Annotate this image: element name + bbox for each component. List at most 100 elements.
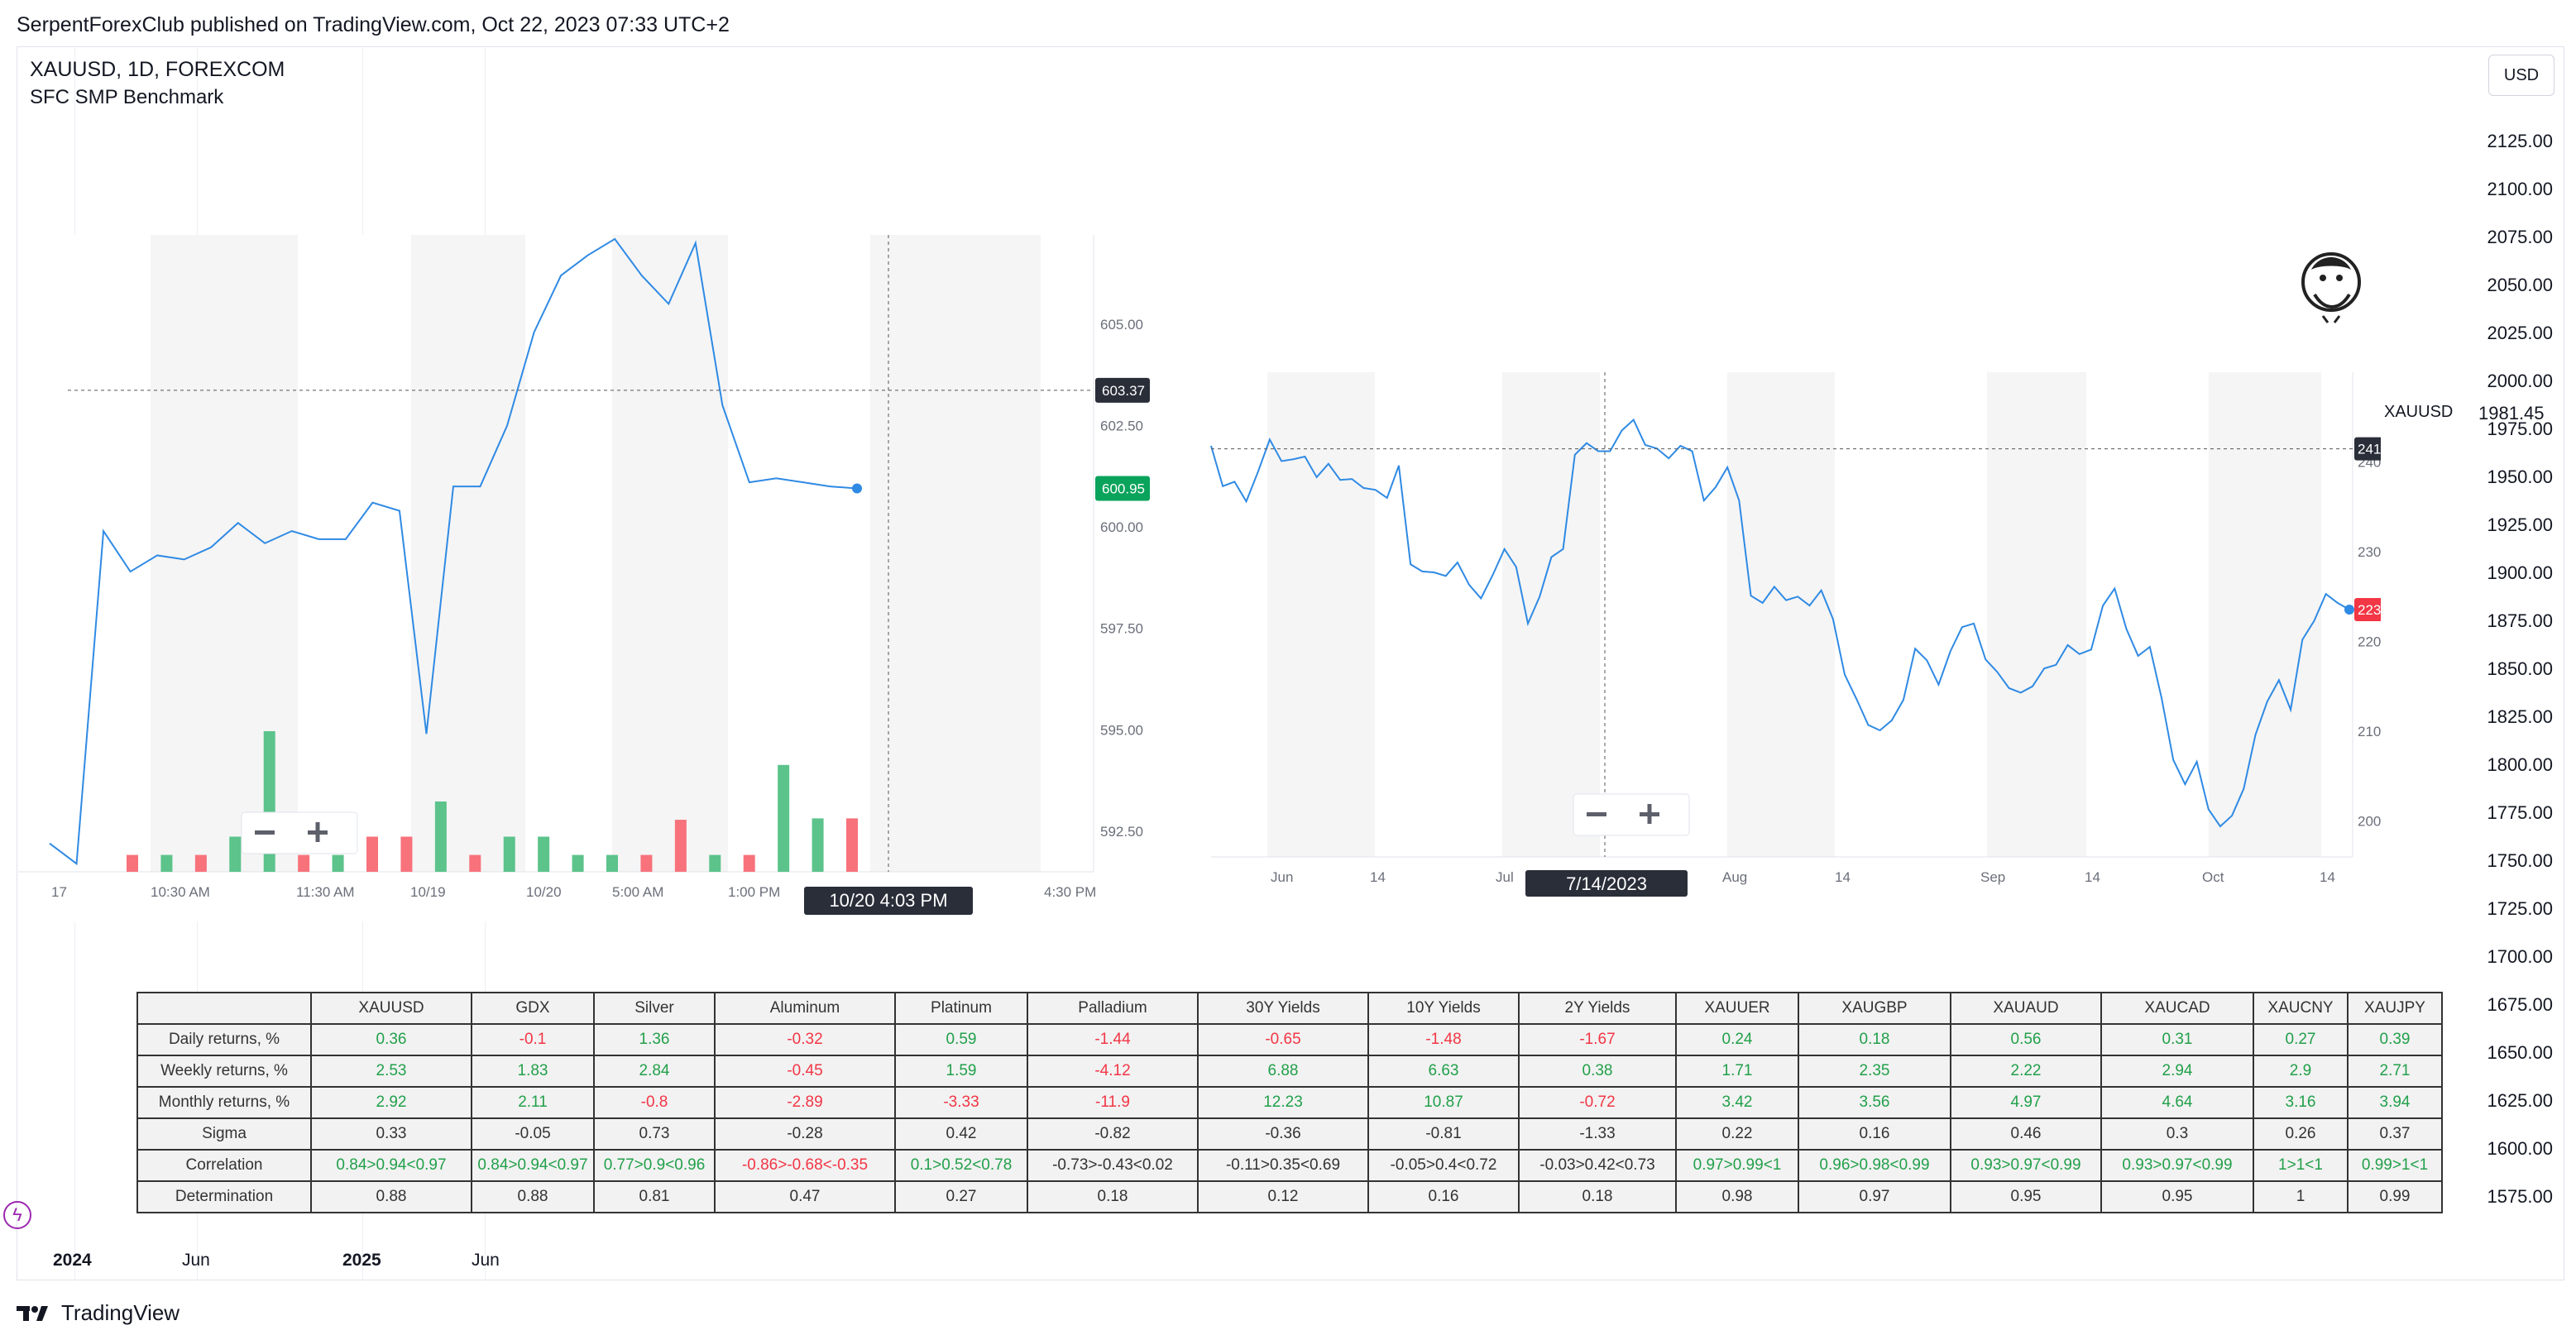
table-cell: 0.73 [593, 1117, 716, 1151]
price-label: 230.00 [2358, 544, 2381, 560]
volume-bar [572, 854, 584, 872]
last-price-tag [2354, 598, 2381, 622]
table-cell: -1.67 [1518, 1023, 1677, 1056]
price-scale-label: 1850.00 [2487, 658, 2553, 679]
table-row: Daily returns, % 0.36 -0.1 1.36 -0.32 0.59 -1.… [136, 1023, 2443, 1056]
indicator-legend[interactable]: SFC SMP Benchmark [30, 86, 224, 108]
volume-bar [366, 836, 378, 872]
table-cell: 3.94 [2347, 1086, 2443, 1119]
volume-bar [434, 801, 447, 872]
table-cell: 0.97 [1798, 1180, 1951, 1213]
crosshair-date-text: 7/14/2023 [1566, 873, 1647, 894]
time-label: 14 [1370, 869, 1386, 885]
table-cell: 2.94 [2100, 1055, 2254, 1088]
session-band [612, 235, 728, 872]
time-label: Jun [1271, 869, 1293, 885]
table-cell: -0.32 [714, 1023, 896, 1056]
time-axis-label: 2024 [53, 1251, 92, 1270]
table-cell: 1.83 [471, 1055, 595, 1088]
column-header: GDX [471, 992, 595, 1025]
table-cell: -0.86>-0.68<-0.35 [714, 1149, 896, 1182]
table-cell: 0.18 [1798, 1023, 1951, 1056]
time-label: 10/19 [410, 884, 446, 900]
volume-bar [469, 854, 481, 872]
column-header: Silver [593, 992, 716, 1025]
table-cell: 6.63 [1367, 1055, 1520, 1088]
table-cell: 2.35 [1798, 1055, 1951, 1088]
table-cell: -4.12 [1027, 1055, 1199, 1088]
table-cell: 0.88 [310, 1180, 472, 1213]
intraday-chart[interactable]: 605.00 602.50 600.00 597.50 595.00 592.50 603.… [18, 235, 1165, 921]
table-cell: 4.64 [2100, 1086, 2254, 1119]
table-cell: 0.22 [1675, 1117, 1799, 1151]
row-label: Daily returns, % [136, 1023, 312, 1056]
price-scale-label: 1700.00 [2487, 946, 2553, 967]
time-label: 10:30 AM [151, 884, 210, 900]
volume-bar [160, 854, 173, 872]
table-cell: 1.59 [894, 1055, 1028, 1088]
zoom-out-button[interactable] [255, 830, 275, 835]
table-cell: 0.93>0.97<0.99 [2100, 1149, 2254, 1182]
series-value-label: 1981.45 [2478, 403, 2545, 423]
table-cell: -0.65 [1197, 1023, 1369, 1056]
table-cell: 0.18 [1518, 1180, 1677, 1213]
table-corner [136, 992, 312, 1025]
time-label: 14 [1835, 869, 1851, 885]
table-cell: -0.73>-0.43<0.02 [1027, 1149, 1199, 1182]
table-cell: 0.16 [1367, 1180, 1520, 1213]
table-cell: 0.99>1<1 [2347, 1149, 2443, 1182]
table-cell: 0.84>0.94<0.97 [471, 1149, 595, 1182]
zoom-controls [241, 811, 358, 854]
table-cell: -0.82 [1027, 1117, 1199, 1151]
column-header: XAUUSD [310, 992, 472, 1025]
table-row: Monthly returns, % 2.92 2.11 -0.8 -2.89 -3.33… [136, 1086, 2443, 1119]
month-band [2209, 372, 2321, 857]
crosshair-price-tag [2354, 437, 2381, 461]
table-cell: 6.88 [1197, 1055, 1369, 1088]
crosshair-price-text: 603.37 [1102, 383, 1145, 399]
month-band [1267, 372, 1375, 857]
crosshair-date-box [1525, 870, 1688, 897]
price-scale-label: 1675.00 [2487, 994, 2553, 1015]
published-line: SerpentForexClub published on TradingVie… [17, 13, 730, 36]
table-cell: 0.33 [310, 1117, 472, 1151]
table-cell: 1.36 [593, 1023, 716, 1056]
time-axis-label: 2025 [342, 1251, 381, 1270]
currency-button[interactable]: USD [2488, 55, 2554, 96]
table-cell: 0.31 [2100, 1023, 2254, 1056]
time-label: 4:30 PM [1044, 884, 1096, 900]
table-cell: 0.38 [1518, 1055, 1677, 1088]
table-cell: -1.48 [1367, 1023, 1520, 1056]
table-cell: 2.22 [1950, 1055, 2102, 1088]
column-header: XAUJPY [2347, 992, 2443, 1025]
table-cell: 0.27 [894, 1180, 1028, 1213]
table-cell: -0.05>0.4<0.72 [1367, 1149, 1520, 1182]
daily-chart[interactable]: 240.00230.00220.00210.00200.00241.47223.… [1165, 235, 2381, 921]
table-cell: 0.96>0.98<0.99 [1798, 1149, 1951, 1182]
table-cell: 2.53 [310, 1055, 472, 1088]
month-band [1987, 372, 2086, 857]
last-price-dot [852, 483, 862, 494]
daily-pane[interactable]: 240.00230.00220.00210.00200.00241.47223.… [1165, 235, 2381, 921]
session-band [151, 235, 298, 872]
session-band [411, 235, 525, 872]
volume-bar [709, 854, 721, 872]
lightning-icon[interactable]: ϟ [3, 1201, 31, 1229]
table-cell: 0.37 [2347, 1117, 2443, 1151]
zoom-in-plus-stroke [1647, 804, 1652, 824]
zoom-out-button[interactable] [1587, 812, 1606, 816]
symbol-legend[interactable]: XAUUSD, 1D, FOREXCOM [30, 58, 285, 81]
volume-bar [127, 854, 138, 872]
table-cell: 0.97>0.99<1 [1675, 1149, 1799, 1182]
time-label: 14 [2320, 869, 2335, 885]
tradingview-footer[interactable]: TradingView [17, 1300, 180, 1326]
row-label: Monthly returns, % [136, 1086, 312, 1119]
price-scale-label: 2100.00 [2487, 179, 2553, 199]
time-label: 10/20 [526, 884, 562, 900]
price-label: 220.00 [2358, 634, 2381, 650]
table-cell: 0.12 [1197, 1180, 1369, 1213]
time-label: 1:00 PM [728, 884, 780, 900]
price-scale-label: 1775.00 [2487, 802, 2553, 823]
intraday-pane[interactable]: 605.00 602.50 600.00 597.50 595.00 592.50 603.… [18, 235, 1165, 921]
last-price-text: 223.55 [2358, 602, 2381, 618]
